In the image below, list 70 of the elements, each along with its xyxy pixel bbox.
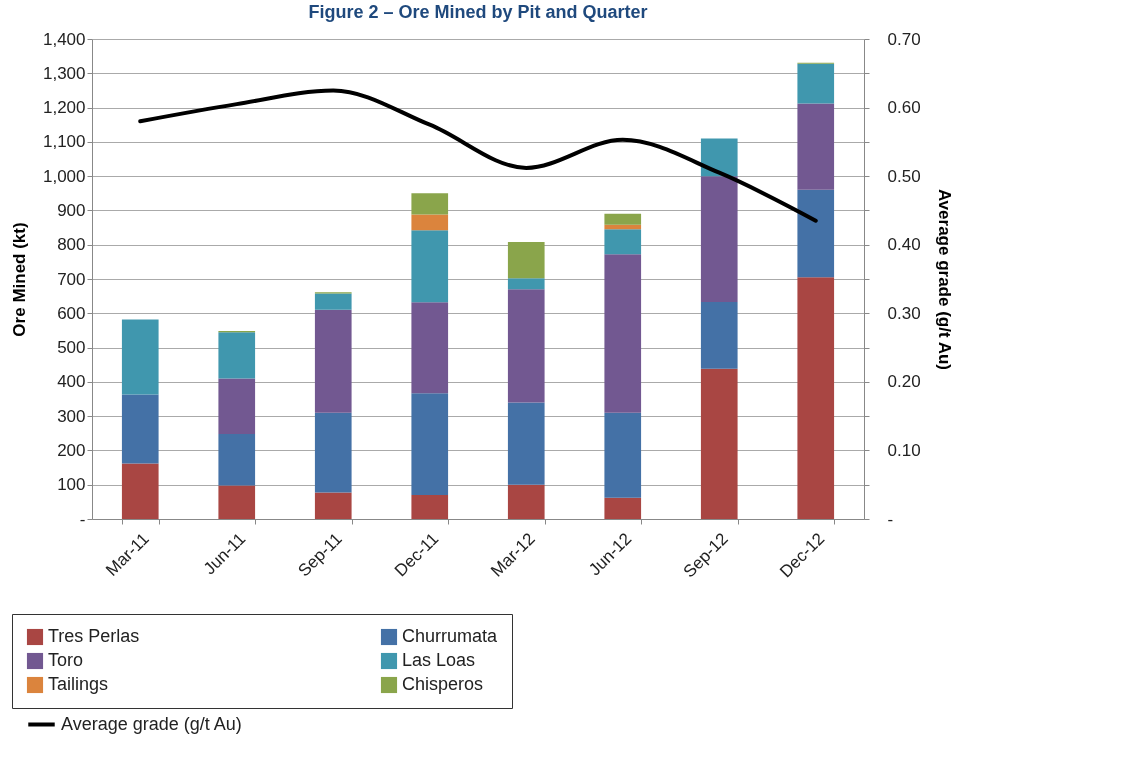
- bar: [411, 193, 449, 215]
- legend-label: Tailings: [48, 674, 109, 694]
- y-tick-label: 600: [57, 303, 86, 323]
- y2-tick-label: 0.40: [887, 235, 921, 255]
- bar: [700, 368, 738, 519]
- y-tick-label: 1,100: [42, 132, 86, 152]
- legend-label: Las Loas: [402, 650, 476, 670]
- y-tick-label: 200: [57, 440, 86, 460]
- bar: [507, 278, 545, 290]
- legend-label: Chisperos: [402, 674, 484, 694]
- bar: [218, 433, 256, 486]
- y2-tick-label: 0.70: [887, 29, 921, 49]
- bar: [121, 394, 159, 464]
- y-tick-label: 1,200: [42, 98, 86, 118]
- y-tick-label: -: [79, 509, 86, 529]
- bar: [218, 378, 256, 434]
- bar: [604, 412, 642, 498]
- y-tick-label: 400: [57, 372, 86, 392]
- y2-axis-title: Average grade (g/t Au): [934, 188, 954, 371]
- bar: [411, 230, 449, 303]
- bar: [604, 229, 642, 255]
- y-tick-label: 500: [57, 338, 86, 358]
- y-tick-label: 800: [57, 235, 86, 255]
- bar: [797, 103, 835, 190]
- bar: [411, 393, 449, 495]
- bar: [411, 302, 449, 394]
- y2-tick-label: 0.20: [887, 372, 921, 392]
- y-tick-label: 700: [57, 269, 86, 289]
- y-tick-label: 100: [57, 475, 86, 495]
- bar: [314, 412, 352, 493]
- bar: [604, 254, 642, 413]
- bar: [797, 63, 835, 104]
- bar: [121, 463, 159, 519]
- y2-tick-label: 0.30: [887, 303, 921, 323]
- y-axis-title: Ore Mined (kt): [9, 222, 29, 337]
- y-tick-label: 300: [57, 406, 86, 426]
- line-series: [138, 88, 818, 223]
- bar: [314, 492, 352, 519]
- chart-title: Figure 2 – Ore Mined by Pit and Quarter: [308, 2, 648, 22]
- y-tick-label: 1,000: [42, 166, 86, 186]
- bar: [797, 277, 835, 519]
- y2-tick-label: 0.50: [887, 166, 921, 186]
- bar: [314, 293, 352, 310]
- bar: [507, 402, 545, 485]
- bar: [604, 497, 642, 519]
- y2-tick-label: 0.10: [887, 440, 921, 460]
- bar: [507, 289, 545, 403]
- bar: [507, 241, 545, 279]
- y2-tick-label: -: [887, 509, 894, 529]
- bar: [121, 319, 159, 395]
- bar: [507, 484, 545, 519]
- bar: [411, 214, 449, 231]
- legend-label: Churrumata: [402, 626, 499, 646]
- bar: [797, 189, 835, 278]
- bar: [314, 309, 352, 413]
- bar: [700, 301, 738, 369]
- y-tick-label: 1,300: [42, 63, 86, 83]
- y2-tick-label: 0.60: [887, 98, 921, 118]
- bar: [700, 138, 738, 177]
- bar: [411, 495, 449, 519]
- y-tick-label: 900: [57, 200, 86, 220]
- bar: [700, 176, 738, 302]
- bar: [218, 332, 256, 379]
- legend-label: Tres Perlas: [48, 626, 140, 646]
- bar: [604, 224, 642, 230]
- legend-label: Average grade (g/t Au): [61, 713, 242, 734]
- y-tick-label: 1,400: [42, 29, 86, 49]
- legend-label: Toro: [48, 650, 84, 670]
- bar: [218, 485, 256, 519]
- bar: [604, 213, 642, 225]
